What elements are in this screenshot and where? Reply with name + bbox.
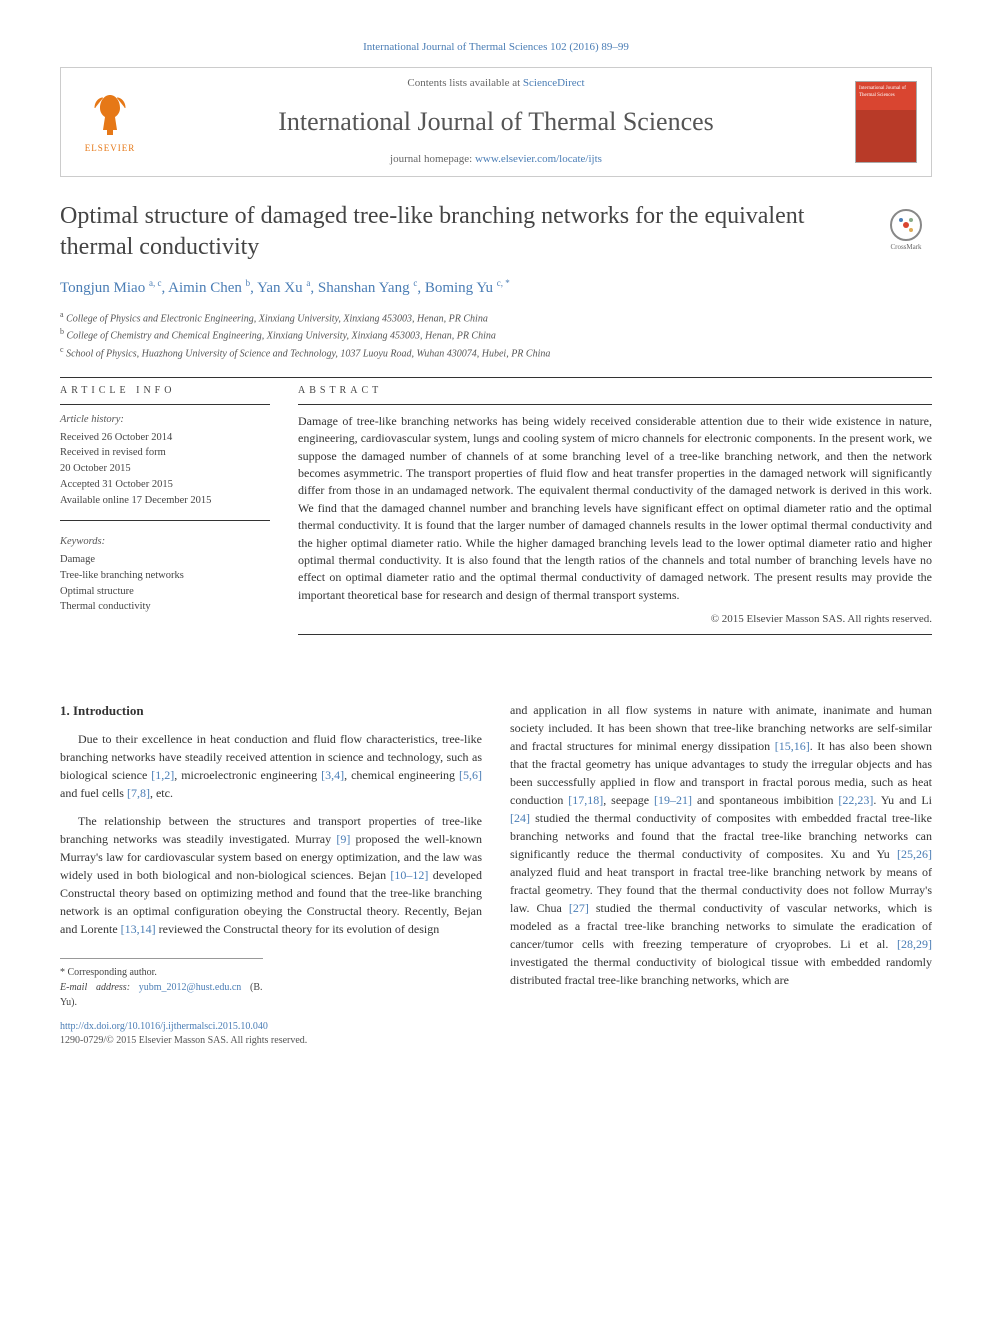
email-label: E-mail address: [60,982,139,993]
history-line-3: Accepted 31 October 2015 [60,477,270,493]
affiliations: a College of Physics and Electronic Engi… [60,309,932,361]
tree-icon [85,90,135,140]
cite-9[interactable]: [9] [336,832,350,846]
abstract-heading: ABSTRACT [298,384,932,398]
contents-line: Contents lists available at ScienceDirec… [61,76,931,91]
cite-27[interactable]: [27] [569,901,589,915]
body-column-right: and application in all flow systems in n… [510,701,932,1011]
body-column-left: 1. Introduction Due to their excellence … [60,701,482,1011]
doi-link[interactable]: http://dx.doi.org/10.1016/j.ijthermalsci… [60,1021,268,1032]
homepage-line: journal homepage: www.elsevier.com/locat… [61,152,931,167]
homepage-prefix: journal homepage: [390,153,475,165]
article-info-heading: ARTICLE INFO [60,384,270,398]
cite-3-4[interactable]: [3,4] [321,768,344,782]
crossmark-badge[interactable]: CrossMark [880,205,932,257]
history-line-1: Received in revised form [60,445,270,461]
cite-7-8[interactable]: [7,8] [127,786,150,800]
affiliation-a: a College of Physics and Electronic Engi… [60,309,932,326]
cite-1-2[interactable]: [1,2] [151,768,174,782]
cite-24[interactable]: [24] [510,811,530,825]
keywords-label: Keywords: [60,535,270,550]
info-rule-1 [60,404,270,405]
abstract-column: ABSTRACT Damage of tree-like branching n… [298,384,932,641]
history-line-0: Received 26 October 2014 [60,430,270,446]
abstract-copyright: © 2015 Elsevier Masson SAS. All rights r… [298,612,932,627]
email-link[interactable]: yubm_2012@hust.edu.cn [139,982,242,993]
cite-28-29[interactable]: [28,29] [897,937,932,951]
authors-line: Tongjun Miao a, c, Aimin Chen b, Yan Xu … [60,277,932,299]
cover-text: International Journal of Thermal Science… [859,86,906,98]
page: International Journal of Thermal Science… [0,0,992,1088]
cite-22-23[interactable]: [22,23] [838,793,873,807]
cite-5-6[interactable]: [5,6] [459,768,482,782]
affiliation-c: c School of Physics, Huazhong University… [60,344,932,361]
intro-para-2-cont: and application in all flow systems in n… [510,701,932,989]
title-row: Optimal structure of damaged tree-like b… [60,201,932,277]
elsevier-wordmark: ELSEVIER [85,142,136,155]
citation-line: International Journal of Thermal Science… [60,40,932,55]
cite-19-21[interactable]: [19–21] [654,793,692,807]
cite-17-18[interactable]: [17,18] [568,793,603,807]
elsevier-logo: ELSEVIER [75,82,145,162]
history-line-2: 20 October 2015 [60,461,270,477]
keyword-2: Optimal structure [60,584,270,600]
journal-name: International Journal of Thermal Science… [61,104,931,140]
info-rule-2 [60,520,270,521]
abstract-text: Damage of tree-like branching networks h… [298,413,932,604]
crossmark-label: CrossMark [890,243,921,253]
intro-para-1: Due to their excellence in heat conducti… [60,730,482,802]
history-line-4: Available online 17 December 2015 [60,493,270,509]
crossmark-inner-icon [896,215,916,235]
sciencedirect-link[interactable]: ScienceDirect [523,77,585,89]
abstract-rule [298,404,932,405]
footnotes: * Corresponding author. E-mail address: … [60,958,263,1010]
top-rule [60,377,932,378]
email-line: E-mail address: yubm_2012@hust.edu.cn (B… [60,980,263,1010]
page-footer: http://dx.doi.org/10.1016/j.ijthermalsci… [60,1020,932,1048]
section-1-heading: 1. Introduction [60,701,482,721]
article-title: Optimal structure of damaged tree-like b… [60,201,868,263]
contents-prefix: Contents lists available at [407,77,522,89]
journal-header: ELSEVIER Contents lists available at Sci… [60,67,932,176]
keyword-0: Damage [60,552,270,568]
issn-copyright: 1290-0729/© 2015 Elsevier Masson SAS. Al… [60,1034,932,1048]
article-info-column: ARTICLE INFO Article history: Received 2… [60,384,270,641]
corresponding-author-note: * Corresponding author. [60,965,263,980]
journal-cover-thumbnail: International Journal of Thermal Science… [855,81,917,163]
history-label: Article history: [60,413,270,428]
keyword-3: Thermal conductivity [60,599,270,615]
crossmark-icon [890,209,922,241]
cite-15-16[interactable]: [15,16] [775,739,810,753]
affiliation-b: b College of Chemistry and Chemical Engi… [60,326,932,343]
cite-10-12[interactable]: [10–12] [390,868,428,882]
cite-13-14[interactable]: [13,14] [121,922,156,936]
body-columns: 1. Introduction Due to their excellence … [60,701,932,1011]
intro-para-2: The relationship between the structures … [60,812,482,938]
info-abstract-row: ARTICLE INFO Article history: Received 2… [60,384,932,641]
keyword-1: Tree-like branching networks [60,568,270,584]
abstract-bottom-rule [298,634,932,635]
cite-25-26[interactable]: [25,26] [897,847,932,861]
homepage-link[interactable]: www.elsevier.com/locate/ijts [475,153,602,165]
